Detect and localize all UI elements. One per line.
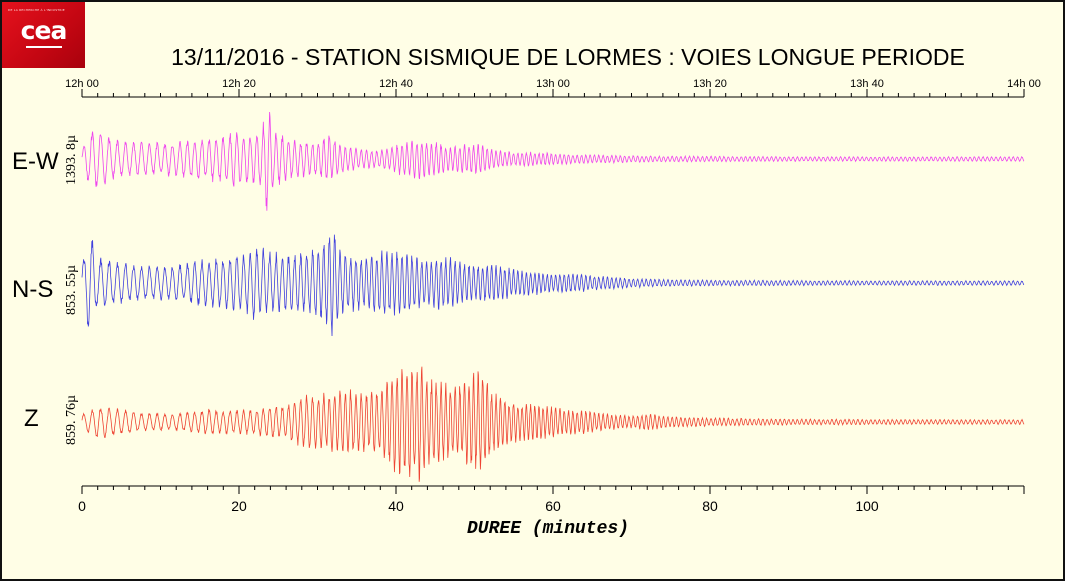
top-tick-label: 12h 20 bbox=[222, 78, 256, 90]
channel-labels: E-W 1393. 8µ N-S 853. 55µ Z 859. 76µ bbox=[12, 135, 79, 445]
trace-z bbox=[81, 366, 1025, 482]
x-tick-label: 100 bbox=[855, 498, 879, 514]
time-of-day-axis: 12h 00 12h 20 12h 40 13h 00 13h 20 13h 40 14h … bbox=[65, 78, 1041, 98]
top-tick-label: 14h 00 bbox=[1007, 78, 1041, 90]
duration-axis: 0 20 40 60 80 100 bbox=[78, 485, 1025, 514]
x-axis-label: DUREE (minutes) bbox=[467, 519, 629, 539]
channel-name-ew: E-W bbox=[12, 148, 59, 175]
chart-title: 13/11/2016 - STATION SISMIQUE DE LORMES … bbox=[171, 44, 965, 70]
logo-underline bbox=[26, 46, 62, 48]
top-tick-label: 13h 00 bbox=[536, 78, 570, 90]
top-tick-label: 13h 20 bbox=[693, 78, 727, 90]
trace-ns bbox=[81, 234, 1025, 337]
channel-name-ns: N-S bbox=[12, 276, 53, 303]
logo-wordmark: cea bbox=[20, 16, 68, 45]
channel-scale-label: 1393. 8µ bbox=[64, 135, 79, 185]
cea-logo: DE LA RECHERCHE À L'INDUSTRIE cea bbox=[2, 2, 85, 68]
seismic-traces bbox=[81, 112, 1025, 482]
x-tick-label: 40 bbox=[388, 498, 404, 514]
channel-scale-label: 853. 55µ bbox=[64, 265, 79, 315]
x-tick-label: 60 bbox=[545, 498, 561, 514]
x-tick-label: 20 bbox=[231, 498, 247, 514]
top-tick-label: 13h 40 bbox=[850, 78, 884, 90]
logo-tagline: DE LA RECHERCHE À L'INDUSTRIE bbox=[8, 8, 65, 12]
trace-ew bbox=[81, 112, 1025, 211]
channel-scale-label: 859. 76µ bbox=[64, 395, 79, 445]
x-tick-label: 80 bbox=[702, 498, 718, 514]
top-tick-label: 12h 00 bbox=[65, 78, 99, 90]
x-tick-label: 0 bbox=[78, 498, 86, 514]
channel-name-z: Z bbox=[24, 405, 39, 432]
top-tick-label: 12h 40 bbox=[379, 78, 413, 90]
